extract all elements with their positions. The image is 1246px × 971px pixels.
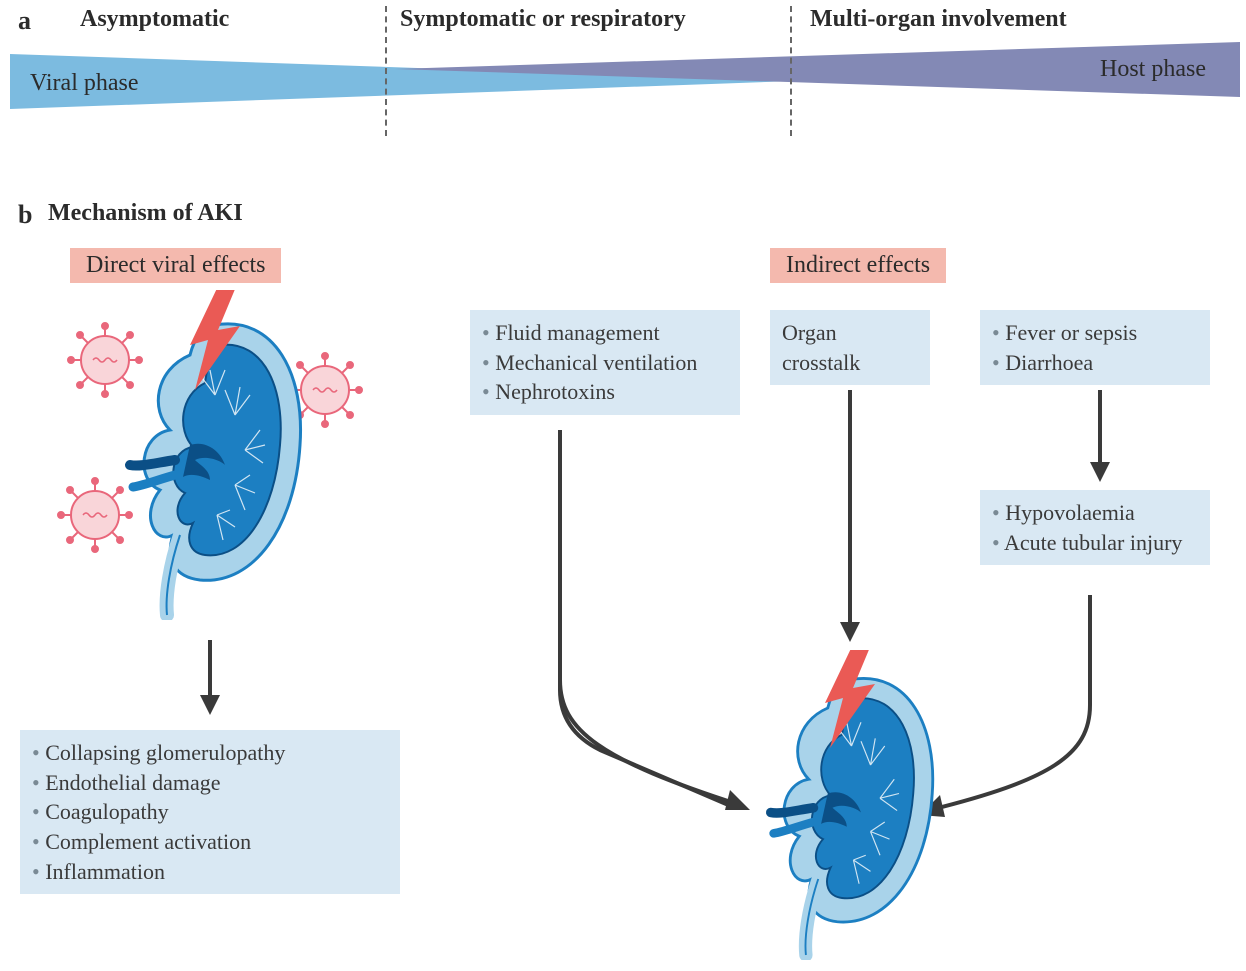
indirect-effects-header: Indirect effects	[770, 248, 946, 283]
outcome-item: Inflammation	[32, 857, 388, 887]
indirect-kidney-illustration	[740, 650, 1000, 960]
virus-icon	[58, 478, 132, 552]
outcome-item: Endothelial damage	[32, 768, 388, 798]
panel-b-title: Mechanism of AKI	[48, 200, 243, 227]
direct-effects-header: Direct viral effects	[70, 248, 281, 283]
list-item: Hypovolaemia	[992, 498, 1198, 528]
viral-phase-label: Viral phase	[30, 70, 139, 97]
kidney-icon	[130, 324, 301, 615]
stage-divider-1	[385, 6, 387, 136]
stage-multiorgan: Multi-organ involvement	[810, 6, 1067, 33]
list-item: Diarrhoea	[992, 348, 1198, 378]
arrow-crosstalk-to-kidney	[830, 390, 870, 650]
indirect-box-crosstalk: Organ crosstalk	[770, 310, 930, 385]
list-item: Mechanical ventilation	[482, 348, 728, 378]
box-text: Organ crosstalk	[782, 320, 860, 375]
stage-asymptomatic: Asymptomatic	[80, 6, 229, 33]
outcome-item: Complement activation	[32, 827, 388, 857]
stage-symptomatic: Symptomatic or respiratory	[400, 6, 686, 33]
indirect-box-hypovol: Hypovolaemia Acute tubular injury	[980, 490, 1210, 565]
list-item: Acute tubular injury	[992, 528, 1198, 558]
arrow-direct-down	[190, 640, 230, 720]
virus-icon	[68, 323, 142, 397]
panel-b-label: b	[18, 200, 32, 230]
list-item: Nephrotoxins	[482, 377, 728, 407]
list-item: Fever or sepsis	[992, 318, 1198, 348]
list-item: Fluid management	[482, 318, 728, 348]
outcome-item: Collapsing glomerulopathy	[32, 738, 388, 768]
direct-kidney-illustration	[50, 290, 380, 620]
indirect-box-fever: Fever or sepsis Diarrhoea	[980, 310, 1210, 385]
stage-divider-2	[790, 6, 792, 136]
arrow-fever-down	[1080, 390, 1120, 490]
kidney-icon	[771, 678, 933, 955]
indirect-box-fluid: Fluid management Mechanical ventilation …	[470, 310, 740, 415]
host-phase-label: Host phase	[1100, 56, 1206, 83]
direct-outcomes-box: Collapsing glomerulopathy Endothelial da…	[20, 730, 400, 894]
panel-a-label: a	[18, 6, 31, 36]
outcome-item: Coagulopathy	[32, 797, 388, 827]
